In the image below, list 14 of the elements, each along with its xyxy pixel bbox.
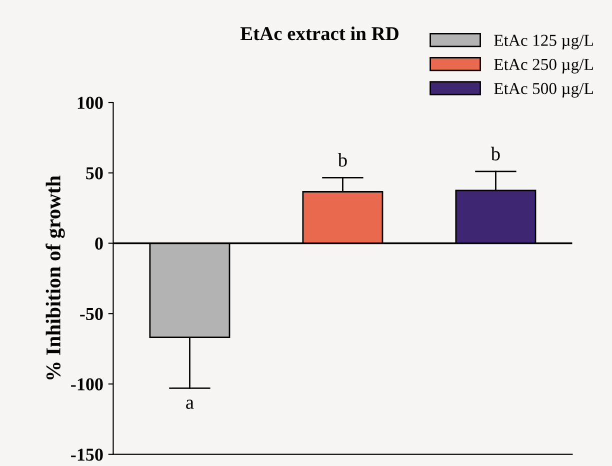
y-tick-label: -50 — [80, 308, 103, 320]
y-axis-title: % Inhibition of growth — [46, 176, 65, 380]
legend-label: EtAc 125 µg/L — [494, 34, 593, 50]
y-tick-label: -100 — [71, 378, 103, 390]
y-tick-label: -150 — [71, 448, 103, 461]
annotation: a — [186, 400, 194, 409]
chart-title: EtAc extract in RD — [240, 26, 398, 40]
y-tick-label: 0 — [95, 238, 103, 250]
annotation: b — [490, 146, 500, 160]
legend-label: EtAc 500 µg/L — [494, 82, 593, 98]
y-tick-label: 50 — [86, 167, 103, 180]
annotation: b — [338, 153, 347, 167]
legend-label: EtAc 250 µg/L — [494, 58, 593, 74]
y-tick-label: 100 — [78, 96, 103, 109]
